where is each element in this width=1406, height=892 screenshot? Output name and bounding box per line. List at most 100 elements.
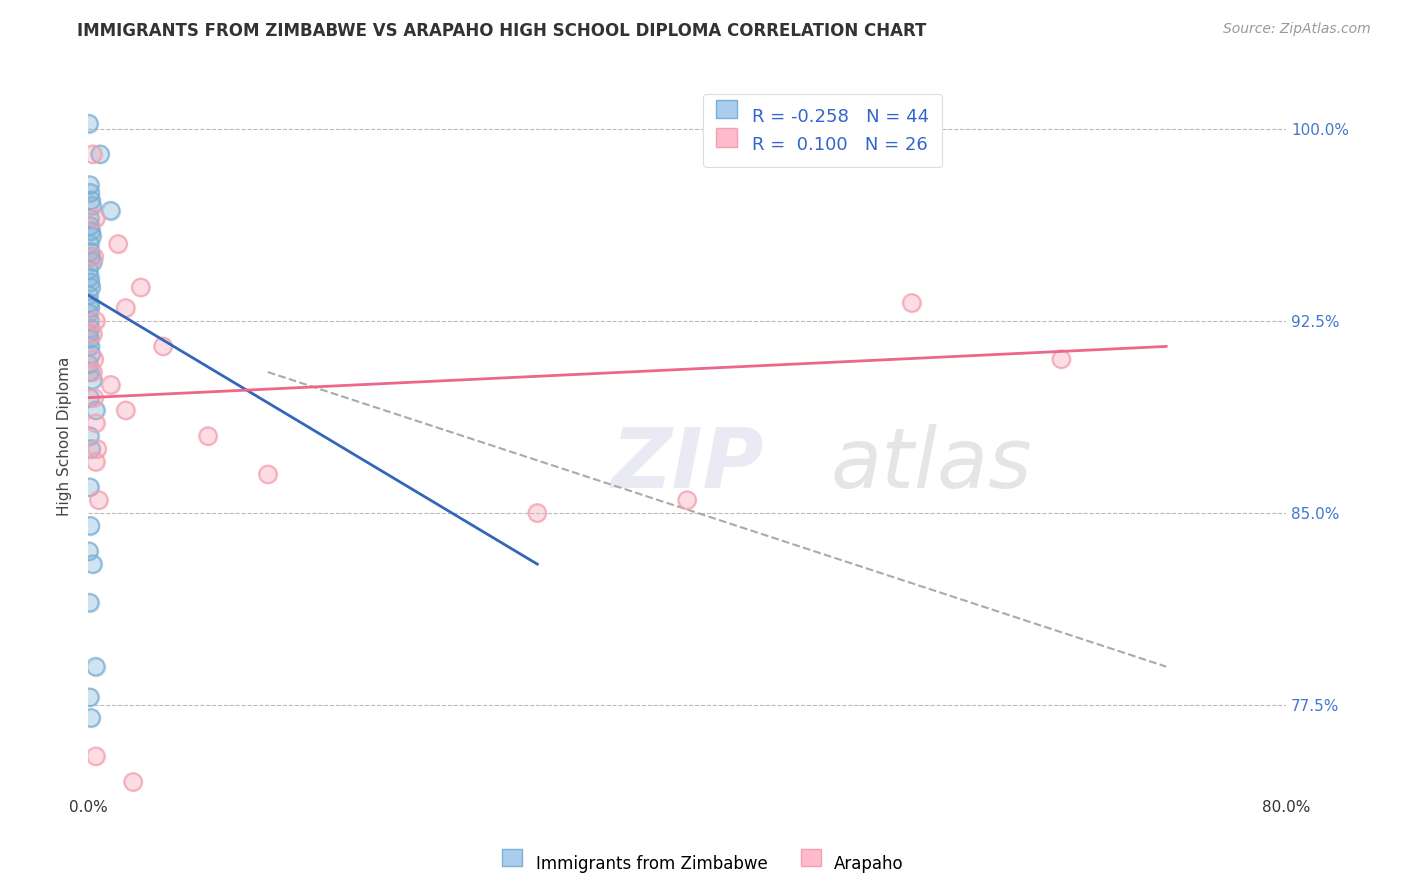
Point [100, 203, 122, 218]
Point [87, 493, 110, 508]
Point [77, 357, 100, 371]
Point [77, 544, 100, 558]
Point [80, 347, 103, 361]
Text: Source: ZipAtlas.com: Source: ZipAtlas.com [1223, 22, 1371, 37]
Point [84, 211, 107, 226]
Point [107, 236, 129, 251]
Point [77, 357, 100, 371]
Point [80, 194, 103, 208]
Point [79, 690, 101, 705]
Point [129, 280, 152, 294]
Point [82, 255, 104, 269]
Point [79, 301, 101, 315]
Point [80, 280, 103, 294]
Point [129, 280, 152, 294]
Point [79, 429, 101, 443]
Point [79, 391, 101, 405]
Point [676, 493, 699, 508]
Point [79, 332, 101, 346]
Point [79, 219, 101, 233]
Text: IMMIGRANTS FROM ZIMBABWE VS ARAPAHO HIGH SCHOOL DIPLOMA CORRELATION CHART: IMMIGRANTS FROM ZIMBABWE VS ARAPAHO HIGH… [77, 22, 927, 40]
Point [83, 250, 105, 264]
Point [79, 270, 101, 285]
Point [82, 326, 104, 341]
Point [676, 493, 699, 508]
Point [256, 467, 278, 482]
Point [83, 391, 105, 405]
Point [79, 186, 101, 200]
Point [77, 306, 100, 320]
Point [79, 429, 101, 443]
Point [526, 506, 548, 520]
Point [77, 326, 100, 341]
Point [80, 442, 103, 456]
Point [526, 506, 548, 520]
Point [114, 301, 136, 315]
Point [197, 429, 219, 443]
Point [79, 219, 101, 233]
Point [122, 775, 145, 789]
Point [83, 250, 105, 264]
Point [83, 352, 105, 367]
Point [83, 352, 105, 367]
Point [84, 417, 107, 431]
Point [79, 211, 101, 226]
Point [77, 306, 100, 320]
Point [77, 117, 100, 131]
Point [80, 229, 103, 244]
Point [77, 288, 100, 302]
Point [79, 518, 101, 533]
Point [86, 442, 108, 456]
Point [80, 711, 103, 725]
Point [82, 365, 104, 379]
Point [79, 391, 101, 405]
Point [122, 775, 145, 789]
Point [84, 455, 107, 469]
Point [1050, 352, 1073, 367]
Point [79, 178, 101, 192]
Point [80, 442, 103, 456]
Point [84, 314, 107, 328]
Point [79, 301, 101, 315]
Point [77, 117, 100, 131]
Point [84, 211, 107, 226]
Point [82, 373, 104, 387]
Point [87, 493, 110, 508]
Point [80, 198, 103, 212]
Point [80, 198, 103, 212]
Point [82, 326, 104, 341]
Text: ZIP: ZIP [610, 425, 763, 505]
Point [79, 276, 101, 290]
Point [84, 659, 107, 673]
Point [197, 429, 219, 443]
Legend: Immigrants from Zimbabwe, Arapaho: Immigrants from Zimbabwe, Arapaho [496, 847, 910, 880]
Point [79, 270, 101, 285]
Point [80, 347, 103, 361]
Point [79, 321, 101, 335]
Legend: R = -0.258   N = 44, R =  0.100   N = 26: R = -0.258 N = 44, R = 0.100 N = 26 [703, 94, 942, 167]
Point [152, 339, 174, 353]
Point [84, 314, 107, 328]
Point [79, 332, 101, 346]
Point [77, 326, 100, 341]
Point [114, 403, 136, 417]
Point [80, 224, 103, 238]
Point [1050, 352, 1073, 367]
Point [114, 301, 136, 315]
Point [80, 250, 103, 264]
Point [79, 321, 101, 335]
Point [84, 749, 107, 764]
Point [83, 391, 105, 405]
Point [84, 455, 107, 469]
Point [84, 403, 107, 417]
Point [79, 690, 101, 705]
Point [84, 749, 107, 764]
Point [80, 194, 103, 208]
Point [900, 296, 922, 310]
Point [79, 596, 101, 610]
Point [79, 186, 101, 200]
Point [79, 244, 101, 259]
Text: atlas: atlas [831, 425, 1032, 505]
Point [79, 480, 101, 494]
Point [82, 557, 104, 571]
